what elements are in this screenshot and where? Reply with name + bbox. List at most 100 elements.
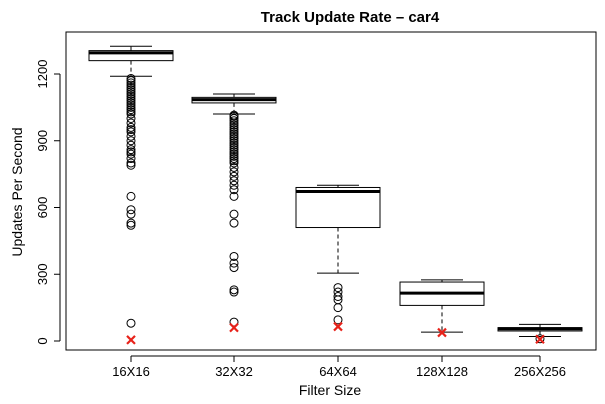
outlier-point — [126, 93, 136, 103]
outlier-point — [229, 191, 239, 201]
outlier-point — [229, 251, 239, 261]
outlier-point — [126, 80, 136, 90]
y-tick-label: 300 — [35, 263, 50, 285]
outlier-point — [229, 162, 239, 172]
outlier-point — [126, 114, 136, 123]
x-tick-label: 16X16 — [112, 364, 150, 379]
box-series — [88, 45, 583, 345]
x-tick-label: 32X32 — [215, 364, 253, 379]
outlier-point — [229, 167, 239, 177]
outlier-point — [229, 118, 239, 128]
box-group — [399, 279, 485, 338]
outlier-point — [333, 303, 343, 313]
x-tick-label: 256X256 — [514, 364, 566, 379]
outlier-point — [126, 220, 136, 230]
y-axis-label: Updates Per Second — [9, 127, 25, 256]
outlier-point — [126, 76, 136, 86]
outlier-point — [229, 142, 239, 152]
outlier-point — [126, 91, 136, 101]
outlier-point — [229, 263, 239, 273]
red-x-stroke — [229, 322, 239, 333]
outlier-point — [126, 127, 136, 137]
outlier-point — [229, 134, 239, 144]
outlier-point — [229, 156, 239, 166]
outlier-point — [126, 191, 136, 201]
x-axis-label: Filter Size — [299, 382, 361, 398]
outlier-point — [126, 125, 136, 135]
outlier-point — [126, 218, 136, 228]
outlier-point — [126, 107, 136, 117]
outlier-point — [126, 100, 136, 110]
outlier-point — [126, 149, 136, 159]
outlier-point — [126, 78, 136, 88]
outlier-point — [229, 171, 239, 181]
outlier-point — [229, 116, 239, 126]
y-axis: 0 300 600 900 1200 — [35, 60, 61, 345]
outlier-point — [229, 122, 239, 132]
outlier-point — [126, 87, 136, 97]
red-x-stroke — [126, 335, 136, 345]
outlier-point — [229, 138, 239, 148]
outlier-point — [126, 318, 136, 328]
outlier-point — [126, 158, 136, 168]
red-x-stroke — [333, 321, 343, 332]
outlier-point — [126, 89, 136, 99]
outlier-point — [333, 315, 343, 325]
outlier-point — [126, 96, 136, 106]
iqr-box — [88, 50, 174, 62]
outlier-point — [126, 140, 136, 150]
outlier-point — [229, 140, 239, 150]
box-group — [295, 184, 381, 332]
outlier-point — [126, 85, 136, 95]
outlier-point — [229, 127, 239, 137]
plot-frame — [65, 31, 597, 351]
outlier-point — [126, 147, 136, 157]
red-x-marker — [229, 322, 239, 333]
red-x-marker — [535, 334, 545, 344]
outlier-point — [229, 154, 239, 164]
x-tick-label: 64X64 — [319, 364, 357, 379]
outlier-point — [229, 131, 239, 141]
outlier-point — [229, 151, 239, 161]
outlier-point — [126, 145, 136, 155]
iqr-box — [295, 186, 381, 229]
outlier-point — [126, 205, 136, 215]
outlier-point — [229, 185, 239, 195]
outlier-point — [229, 209, 239, 219]
outlier-point — [126, 122, 136, 132]
red-x-stroke — [535, 334, 545, 344]
outlier-point — [229, 149, 239, 159]
y-tick-label: 0 — [35, 337, 50, 344]
outlier-point — [229, 285, 239, 295]
red-x-marker — [126, 335, 136, 345]
outlier-point — [126, 73, 136, 83]
chart-title: Track Update Rate – car4 — [261, 9, 440, 26]
outlier-point — [126, 109, 136, 119]
outlier-point — [126, 105, 136, 115]
outlier-point — [229, 218, 239, 228]
outlier-point — [229, 129, 239, 139]
outlier-point — [229, 176, 239, 186]
outlier-point — [126, 98, 136, 108]
y-tick-label: 1200 — [35, 60, 50, 89]
box-group — [497, 323, 583, 344]
outlier-point — [333, 292, 343, 301]
outlier-point — [535, 334, 545, 344]
box-group — [191, 93, 277, 333]
x-axis: 16X16 32X32 64X64 128X128 256X256 — [112, 355, 566, 379]
outlier-point — [229, 145, 239, 155]
outlier-point — [229, 136, 239, 146]
outlier-point — [126, 82, 136, 92]
outlier-point — [229, 114, 239, 123]
y-tick-label: 900 — [35, 130, 50, 152]
outlier-point — [126, 160, 136, 170]
outlier-point — [229, 120, 239, 130]
outlier-point — [126, 102, 136, 112]
outlier-point — [229, 158, 239, 168]
red-x-marker — [437, 327, 447, 338]
outlier-point — [229, 111, 239, 121]
x-tick-label: 128X128 — [416, 364, 468, 379]
outlier-point — [229, 258, 239, 268]
outlier-point — [333, 283, 343, 293]
